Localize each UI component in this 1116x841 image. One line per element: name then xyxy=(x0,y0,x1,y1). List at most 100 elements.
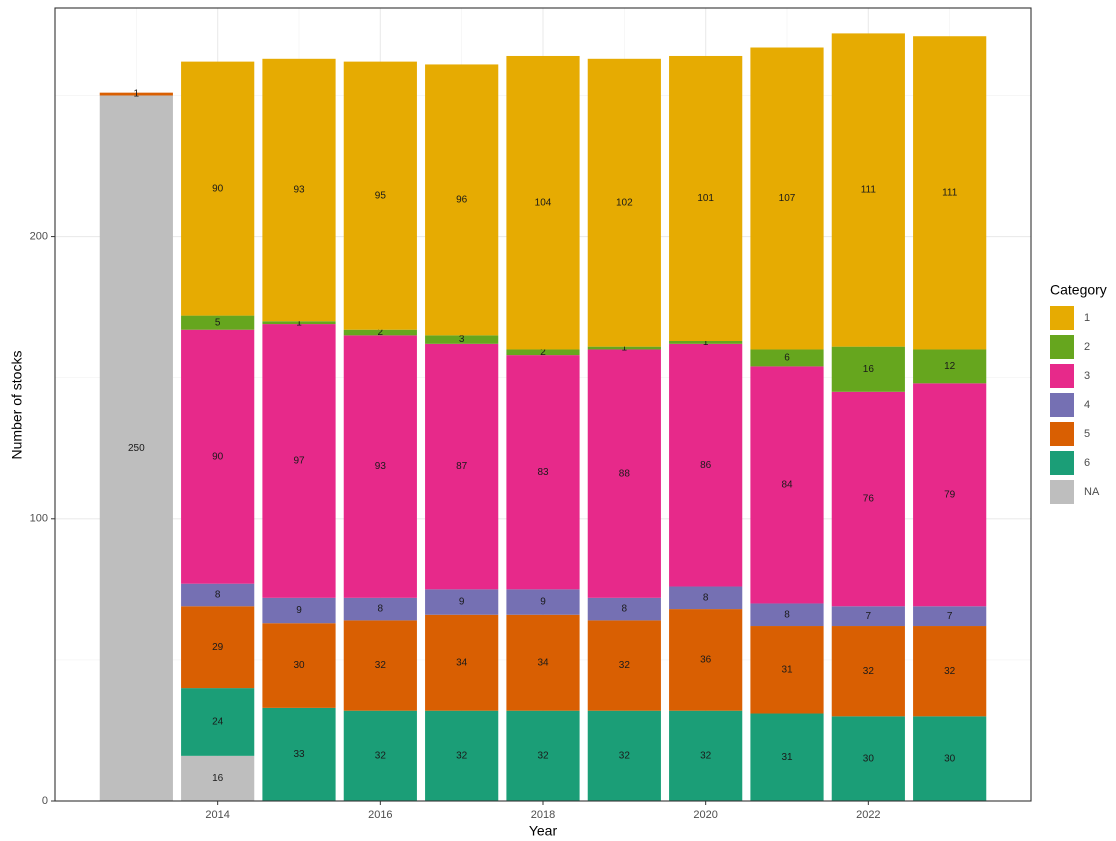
bar-segment xyxy=(913,606,987,627)
data-label: 88 xyxy=(619,468,631,479)
data-label: 111 xyxy=(861,185,877,196)
bar-segment xyxy=(262,58,336,322)
bar-segment xyxy=(425,343,499,590)
data-label: 32 xyxy=(375,660,387,671)
bar-segment xyxy=(587,349,661,598)
panel-border xyxy=(54,7,1032,802)
bar-segment xyxy=(425,589,499,615)
data-label: 29 xyxy=(212,642,224,653)
data-label: 30 xyxy=(944,753,956,764)
data-label: 93 xyxy=(293,185,305,196)
data-label: 8 xyxy=(622,604,628,615)
bar-segment xyxy=(587,620,661,711)
legend-title: Category xyxy=(1050,282,1107,298)
bar-segment xyxy=(181,329,255,584)
data-label: 34 xyxy=(456,657,468,668)
legend-label: 3 xyxy=(1084,370,1090,382)
bar-segment xyxy=(831,346,905,392)
data-label: 86 xyxy=(700,460,712,471)
data-label: 7 xyxy=(866,611,872,622)
bar-segment xyxy=(506,349,580,356)
data-label: 97 xyxy=(293,456,305,467)
bar-segment xyxy=(262,623,336,708)
data-label: 9 xyxy=(459,597,465,608)
data-label: 5 xyxy=(215,317,221,328)
data-label: 76 xyxy=(863,494,875,505)
data-label: 1 xyxy=(134,89,140,100)
data-label: 96 xyxy=(456,195,468,206)
bar-segment xyxy=(425,614,499,711)
bar-segment xyxy=(181,755,255,801)
bar-segment xyxy=(506,589,580,615)
bar-segment xyxy=(181,606,255,689)
data-label: 16 xyxy=(212,773,224,784)
data-label: 32 xyxy=(863,666,875,677)
y-axis-title: Number of stocks xyxy=(9,351,25,460)
bar-segment xyxy=(425,710,499,801)
bar-segment xyxy=(425,335,499,344)
y-tick-label: 100 xyxy=(30,513,48,525)
y-tick-label: 200 xyxy=(30,230,48,242)
data-label: 32 xyxy=(700,750,712,761)
data-label: 8 xyxy=(215,590,221,601)
bar-segment xyxy=(750,713,824,801)
bar-segment xyxy=(181,583,255,607)
bar-segment xyxy=(831,626,905,717)
legend-key xyxy=(1050,393,1074,417)
bar-segment xyxy=(343,329,417,336)
bar-segment xyxy=(750,366,824,604)
bar-segment xyxy=(99,92,173,96)
legend-label: 2 xyxy=(1084,341,1090,353)
legend-key xyxy=(1050,335,1074,359)
bar-segment xyxy=(506,710,580,801)
bar-segment xyxy=(669,343,743,587)
data-label: 90 xyxy=(212,451,224,462)
bar-segment xyxy=(587,58,661,347)
x-tick-label: 2016 xyxy=(368,809,392,821)
bar-segment xyxy=(506,614,580,711)
data-label: 84 xyxy=(781,480,793,491)
data-label: 90 xyxy=(212,183,224,194)
legend-label: 5 xyxy=(1084,428,1090,440)
legend-key xyxy=(1050,422,1074,446)
bar-segment xyxy=(913,36,987,350)
bar-segment xyxy=(262,707,336,801)
bar-segment xyxy=(587,597,661,621)
bar-segment xyxy=(181,61,255,316)
bar-segment xyxy=(669,710,743,801)
data-label: 8 xyxy=(378,604,384,615)
bar-segment xyxy=(262,324,336,598)
data-label: 102 xyxy=(616,197,633,208)
legend-label: NA xyxy=(1084,486,1100,498)
bar-segment xyxy=(831,33,905,347)
legend-label: 6 xyxy=(1084,457,1090,469)
data-label: 32 xyxy=(944,666,956,677)
data-label: 34 xyxy=(537,657,549,668)
data-label: 12 xyxy=(944,361,956,372)
x-tick-label: 2020 xyxy=(693,809,717,821)
bar-segment xyxy=(343,335,417,598)
legend-key xyxy=(1050,306,1074,330)
y-tick-label: 0 xyxy=(42,795,48,807)
bar-segment xyxy=(913,626,987,717)
bar-segment xyxy=(587,346,661,350)
bar-segment xyxy=(343,620,417,711)
bar-segment xyxy=(262,597,336,624)
data-label: 8 xyxy=(784,609,790,620)
bar-segment xyxy=(750,626,824,714)
bar-segment xyxy=(669,55,743,342)
data-label: 101 xyxy=(697,193,714,204)
bar-segment xyxy=(181,315,255,330)
legend-label: 4 xyxy=(1084,399,1090,411)
bar-segment xyxy=(750,603,824,627)
data-label: 24 xyxy=(212,717,224,728)
legend-key xyxy=(1050,480,1074,504)
data-label: 104 xyxy=(535,197,552,208)
bar-segment xyxy=(99,95,173,801)
data-label: 83 xyxy=(537,467,549,478)
bar-segment xyxy=(506,355,580,590)
data-label: 87 xyxy=(456,461,468,472)
x-tick-label: 2018 xyxy=(531,809,555,821)
x-tick-label: 2014 xyxy=(205,809,229,821)
bar-segment xyxy=(587,710,661,801)
